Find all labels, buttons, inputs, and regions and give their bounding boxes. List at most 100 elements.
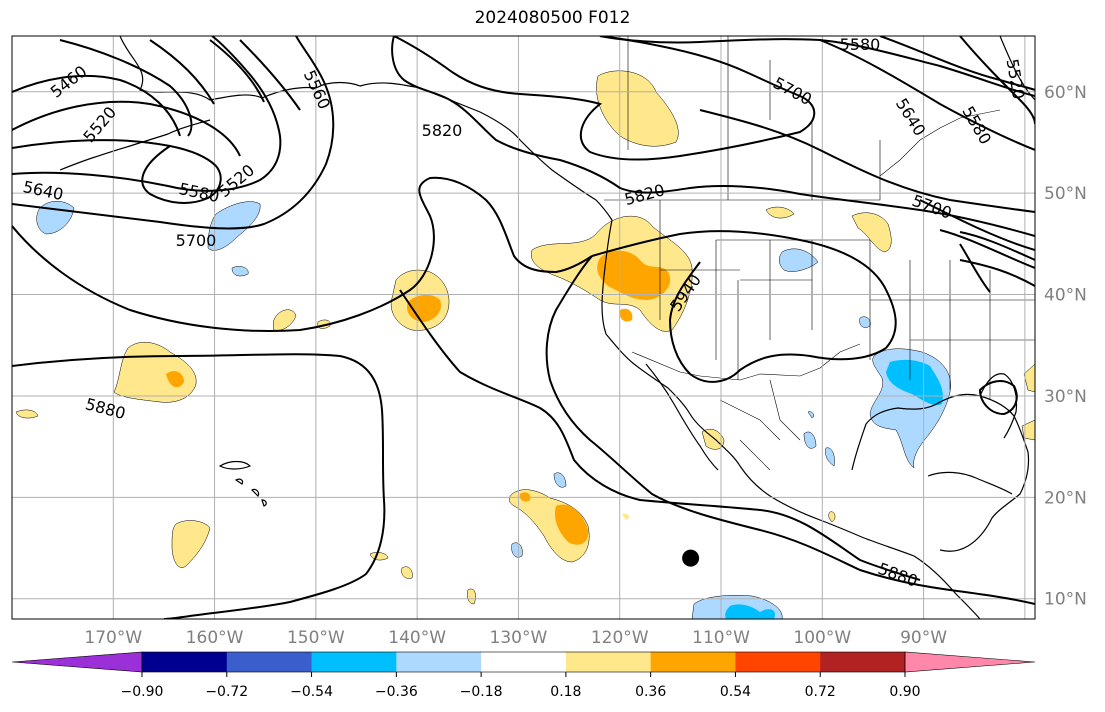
colorbar-swatch (735, 652, 821, 672)
location-marker (682, 549, 700, 567)
longitude-labels: 170°W 160°W 150°W 140°W 130°W 120°W 110°… (84, 628, 947, 648)
aleutian-islands (59, 119, 211, 171)
positive-anomaly-region (619, 308, 633, 322)
positive-anomaly-region (113, 341, 197, 403)
positive-anomaly-region (596, 70, 679, 147)
positive-anomaly-region (851, 212, 892, 253)
colorbar-tick-label: 0.54 (720, 684, 751, 700)
us-canada-border (604, 109, 1001, 201)
contour-line (12, 139, 171, 149)
contour-line (12, 36, 335, 230)
colorbar-swatch (650, 652, 736, 672)
positive-anomaly-region (765, 206, 795, 219)
positive-anomaly-region (15, 409, 39, 419)
latitude-labels: 60°N 50°N 40°N 30°N 20°N 10°N (1044, 83, 1087, 610)
colorbar-tick-label: −0.36 (375, 684, 418, 700)
lat-label: 40°N (1044, 286, 1087, 306)
lon-label: 170°W (84, 628, 142, 648)
contour-line (879, 36, 1035, 91)
contour-line (545, 255, 1035, 605)
colorbar-swatch (481, 652, 567, 672)
colorbar-swatch (142, 652, 228, 672)
contour-line (959, 259, 1035, 287)
contour-line (12, 176, 593, 332)
contour-line (959, 36, 1035, 125)
colorbar-ticks: −0.90 −0.72 −0.54 −0.36 −0.18 0.18 0.36 0.54 0.7… (121, 672, 921, 700)
colorbar-tick-label: 0.18 (550, 684, 581, 700)
positive-anomaly-region (171, 520, 211, 568)
negative-anomaly-region (803, 431, 817, 449)
negative-anomaly-region (553, 472, 567, 488)
cuba (927, 471, 1013, 495)
lon-label: 130°W (490, 628, 548, 648)
positive-anomaly-region (467, 588, 476, 605)
lon-label: 140°W (388, 628, 446, 648)
positive-anomaly-region (401, 566, 413, 579)
contour-line (939, 229, 1035, 269)
negative-anomaly-region (886, 359, 943, 406)
contour-line (919, 199, 1035, 251)
lat-label: 30°N (1044, 387, 1087, 407)
contour-line (391, 36, 1035, 237)
alaska-coast (119, 36, 613, 221)
contour-label: 5880 (876, 559, 921, 591)
contour-label: 5640 (21, 177, 65, 204)
colorbar-max-arrow (904, 651, 1036, 673)
contour-label: 5580 (840, 35, 881, 54)
colorbar-tick-label: 0.36 (635, 684, 666, 700)
contour-line (209, 39, 265, 103)
lon-label: 160°W (186, 628, 244, 648)
baja-peninsula (645, 363, 719, 471)
map-title: 2024080500 F012 (474, 8, 631, 28)
colorbar-swatch (311, 652, 397, 672)
contour-label: 5700 (910, 191, 955, 223)
lon-label: 120°W (591, 628, 649, 648)
contour-line (12, 74, 181, 137)
positive-anomaly-region (369, 552, 389, 561)
contour-line (239, 39, 301, 111)
coastlines (59, 36, 1035, 619)
colorbar-swatches (11, 651, 1036, 673)
negative-anomaly-region (36, 201, 75, 235)
positive-anomaly-region (1023, 363, 1035, 393)
colorbar-swatch (396, 652, 482, 672)
colorbar-swatch (565, 652, 652, 672)
negative-anomaly-region (725, 604, 776, 619)
lon-label: 90°W (900, 628, 947, 648)
contour-label: 5560 (300, 67, 334, 112)
positive-anomaly-region (272, 309, 297, 331)
contour-label: 5700 (176, 231, 217, 250)
hawaii-islands (218, 460, 252, 470)
negative-anomaly-region (207, 201, 261, 251)
map-frame (11, 35, 1036, 620)
us-state-borders (659, 200, 1035, 400)
contour-line (149, 39, 215, 105)
negative-anomaly-region (511, 542, 523, 558)
contour-line (959, 243, 991, 293)
colorbar: −0.90 −0.72 −0.54 −0.36 −0.18 0.18 0.36 0.54 0.7… (11, 651, 1036, 700)
contour-label: 5700 (770, 73, 815, 109)
lat-label: 10°N (1044, 590, 1087, 610)
contour-line (959, 231, 1035, 261)
lat-label: 50°N (1044, 184, 1087, 204)
colorbar-tick-label: −0.72 (205, 684, 248, 700)
colorbar-min-arrow (11, 651, 143, 673)
negative-anomaly-region (825, 447, 835, 467)
contour-line (591, 230, 897, 383)
colorbar-swatch (226, 652, 313, 672)
positive-anomaly-region (166, 371, 184, 388)
contour-label: 5880 (83, 394, 127, 423)
contour-line (12, 100, 241, 157)
colorbar-tick-label: 0.90 (889, 684, 920, 700)
negative-anomaly-region (807, 411, 814, 419)
lon-label: 100°W (793, 628, 851, 648)
colorbar-swatch (820, 652, 906, 672)
contour-line (699, 109, 1035, 213)
colorbar-tick-label: 0.72 (805, 684, 836, 700)
contour-label: 5520 (215, 160, 258, 201)
contour-line (59, 39, 193, 137)
positive-anomaly-region (828, 511, 836, 523)
contour-line (393, 36, 816, 161)
lon-label: 110°W (692, 628, 750, 648)
